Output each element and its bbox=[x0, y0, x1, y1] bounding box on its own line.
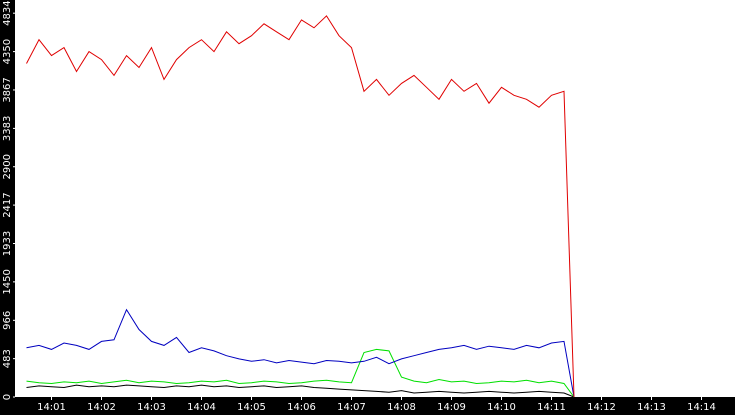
y-tick-label: 4834 bbox=[2, 0, 13, 25]
x-tick-label: 14:11 bbox=[537, 402, 566, 413]
x-tick-label: 14:03 bbox=[137, 402, 166, 413]
x-tick-label: 14:09 bbox=[437, 402, 466, 413]
y-tick-label: 3383 bbox=[2, 116, 13, 141]
y-tick-label: 2900 bbox=[2, 154, 13, 179]
x-tick-label: 14:13 bbox=[637, 402, 666, 413]
y-tick-label: 966 bbox=[2, 311, 13, 330]
series-line bbox=[26, 384, 575, 398]
series-line bbox=[26, 15, 575, 398]
y-tick-label: 2417 bbox=[2, 192, 13, 217]
x-tick-label: 14:04 bbox=[187, 402, 216, 413]
x-tick-label: 14:07 bbox=[337, 402, 366, 413]
left-axis-band bbox=[0, 0, 15, 415]
series-line bbox=[26, 308, 575, 398]
y-tick-label: 1450 bbox=[2, 269, 13, 294]
y-tick-label: 3867 bbox=[2, 77, 13, 102]
x-tick-label: 14:12 bbox=[587, 402, 616, 413]
y-tick-label: 483 bbox=[2, 349, 13, 368]
y-tick-label: 0 bbox=[2, 394, 13, 400]
x-tick-label: 14:01 bbox=[37, 402, 66, 413]
x-tick-label: 14:06 bbox=[287, 402, 316, 413]
bottom-axis-band bbox=[0, 397, 735, 415]
x-tick-label: 14:05 bbox=[237, 402, 266, 413]
x-tick-label: 14:02 bbox=[87, 402, 116, 413]
y-tick-label: 4350 bbox=[2, 39, 13, 64]
series-line bbox=[26, 348, 575, 398]
y-tick-label: 1933 bbox=[2, 231, 13, 256]
x-tick-label: 14:14 bbox=[687, 402, 716, 413]
x-tick-label: 14:10 bbox=[487, 402, 516, 413]
x-tick-label: 14:08 bbox=[387, 402, 416, 413]
